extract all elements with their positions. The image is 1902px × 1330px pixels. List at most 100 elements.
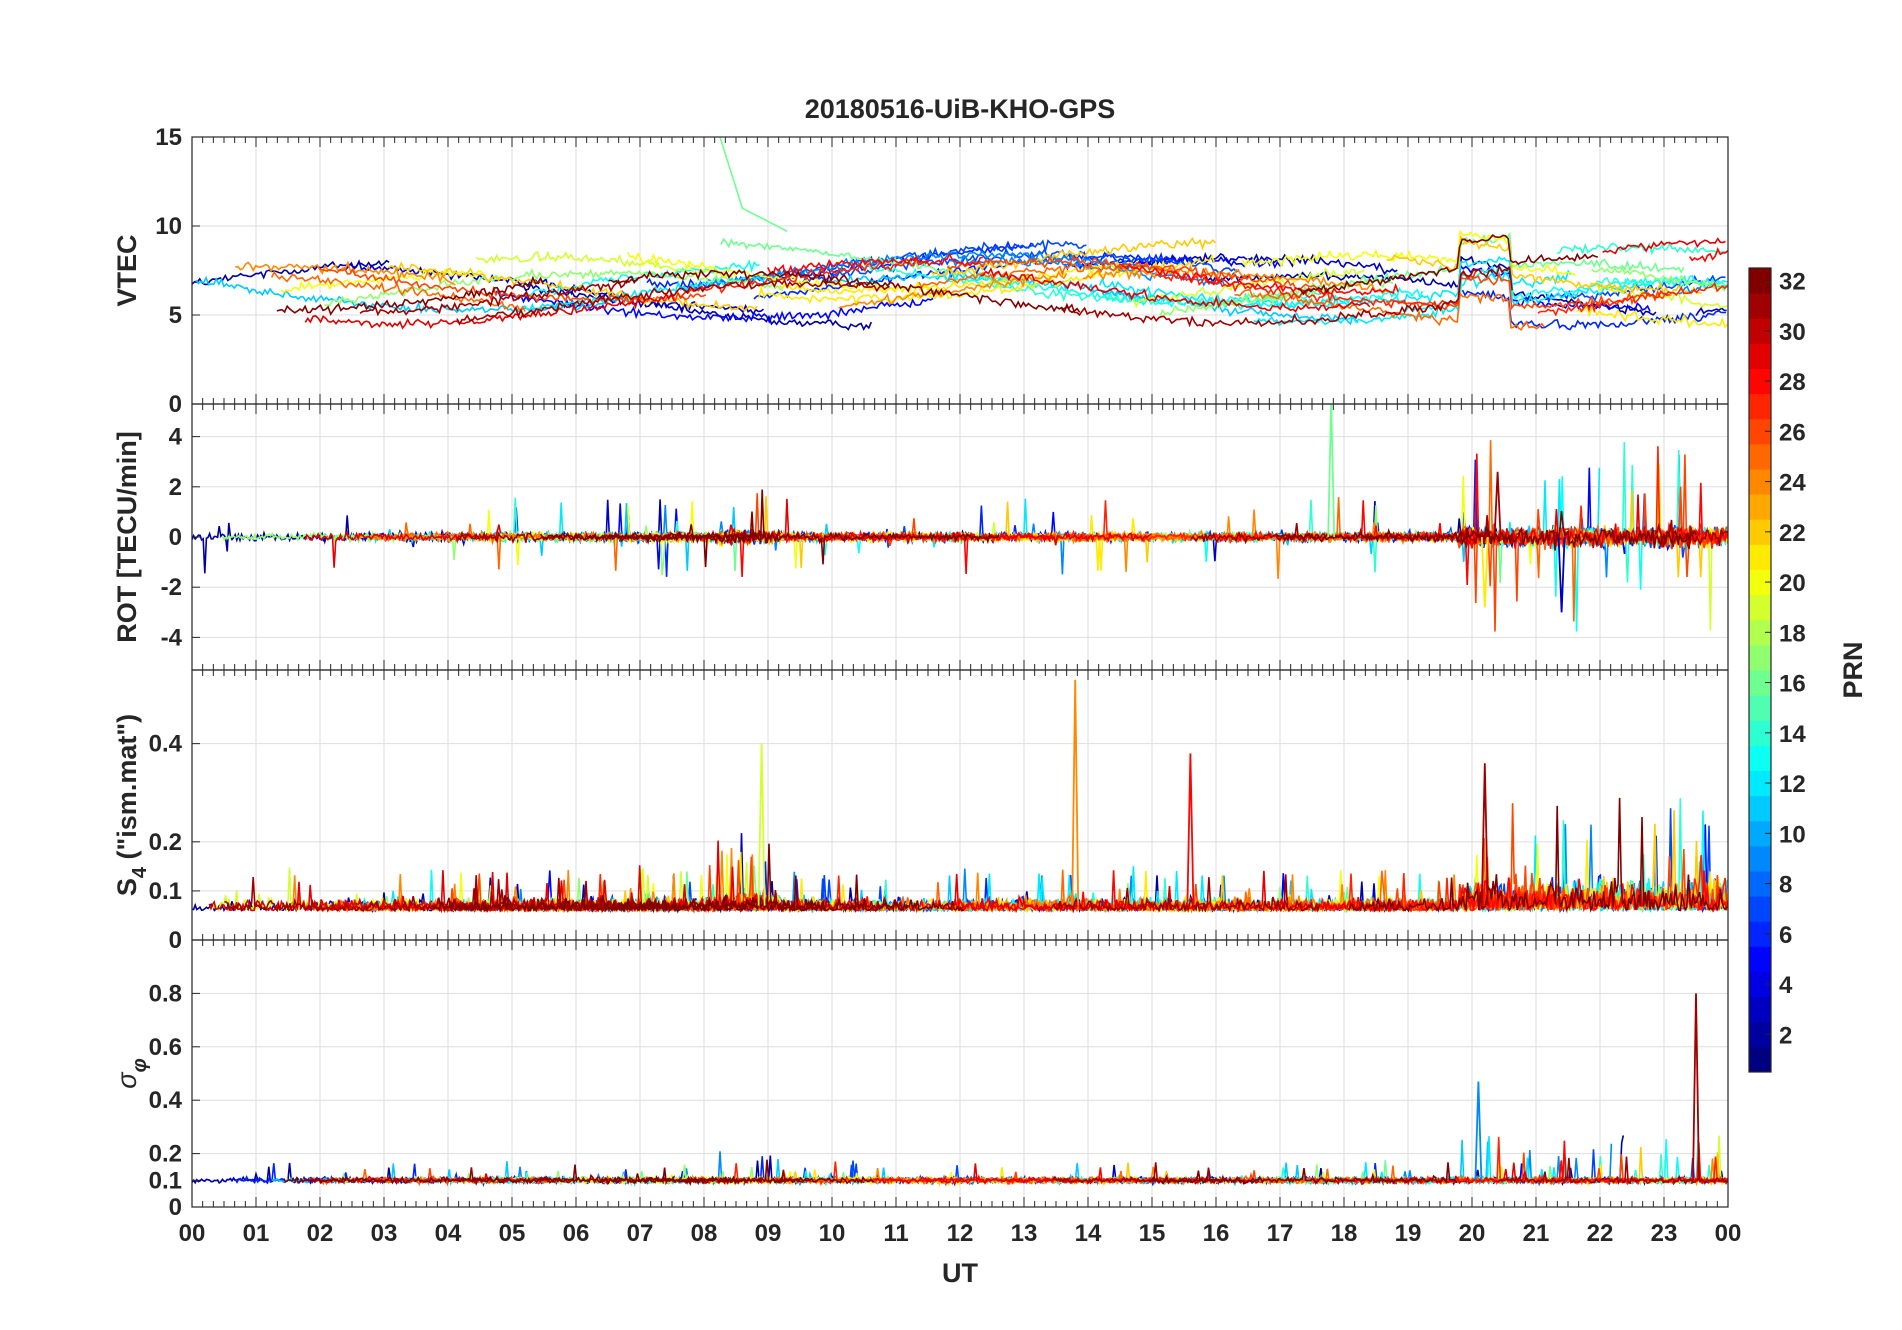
series-prn-32 xyxy=(283,1159,1458,1187)
series-prn-28 xyxy=(766,247,1728,296)
colorbar-tick-label: 30 xyxy=(1779,319,1806,346)
colorbar-swatch xyxy=(1749,770,1771,797)
peak-1 xyxy=(1071,679,1080,906)
colorbar-swatch xyxy=(1749,544,1771,570)
colorbar-swatch xyxy=(1749,519,1771,545)
colorbar-swatch xyxy=(1749,795,1771,822)
colorbar-tick-label: 24 xyxy=(1779,470,1806,497)
colorbar-swatch xyxy=(1749,469,1771,495)
y-tick-label: 10 xyxy=(155,213,182,240)
x-ticks xyxy=(191,137,1729,404)
colorbar-swatch xyxy=(1749,1046,1771,1073)
y-axis-label: VTEC xyxy=(112,234,142,306)
colorbar-swatch xyxy=(1749,569,1771,596)
x-tick-label: 19 xyxy=(1395,1220,1422,1247)
y-tick-label: 0.1 xyxy=(149,1167,182,1194)
x-axis-label: UT xyxy=(942,1258,978,1288)
series-prn-13 xyxy=(752,476,1728,632)
peak-1 xyxy=(1327,404,1336,538)
colorbar-swatch xyxy=(1749,293,1771,319)
chart-title: 20180516-UiB-KHO-GPS xyxy=(805,94,1116,124)
colorbar-swatch xyxy=(1749,318,1771,344)
x-tick-label: 00 xyxy=(1715,1220,1742,1247)
colorbar-tick-label: 12 xyxy=(1779,771,1806,798)
y-tick-label: 2 xyxy=(169,474,182,501)
x-tick-label: 22 xyxy=(1587,1220,1614,1247)
x-ticks xyxy=(191,670,1729,940)
panel-1: 0 5 10 15 VTEC xyxy=(112,124,1729,418)
peak-1 xyxy=(1474,1081,1483,1181)
x-tick-label: 11 xyxy=(883,1220,908,1247)
y-tick-label: 0 xyxy=(169,1194,182,1221)
colorbar-tick-label: 32 xyxy=(1779,269,1806,296)
x-tick-label: 06 xyxy=(563,1220,590,1247)
y-axis-label: σφ xyxy=(112,1058,151,1088)
colorbar-tick-label: 8 xyxy=(1779,872,1792,899)
colorbar-tick-label: 18 xyxy=(1779,620,1806,647)
colorbar-swatch xyxy=(1749,1021,1771,1048)
x-tick-label: 20 xyxy=(1459,1220,1486,1247)
colorbar-swatch xyxy=(1749,996,1771,1023)
x-tick-label: 00 xyxy=(179,1220,206,1247)
x-tick-label: 04 xyxy=(435,1220,462,1247)
peak-2 xyxy=(1692,993,1700,1181)
series-prn-31 xyxy=(224,874,1321,914)
colorbar-swatch xyxy=(1749,268,1771,294)
x-tick-label: 21 xyxy=(1523,1220,1550,1247)
peak-2 xyxy=(757,743,766,906)
y-axis-label: S4 ("ism.mat") xyxy=(112,714,151,896)
y-tick-label: 0 xyxy=(169,391,182,418)
colorbar-swatch xyxy=(1749,845,1771,872)
colorbar-swatch xyxy=(1749,443,1771,470)
series-prn-14 xyxy=(461,441,1728,583)
colorbar-swatch xyxy=(1749,820,1771,847)
y-tick-label: 0.2 xyxy=(149,1141,182,1168)
x-tick-label: 05 xyxy=(499,1220,526,1247)
x-tick-label: 15 xyxy=(1139,1220,1166,1247)
x-tick-label: 13 xyxy=(1011,1220,1038,1247)
series-prn-21 xyxy=(653,463,1728,572)
colorbar-swatch xyxy=(1749,871,1771,897)
y-tick-label: 0.4 xyxy=(149,731,183,758)
y-tick-label: 0.6 xyxy=(149,1034,182,1061)
x-tick-label: 02 xyxy=(307,1220,334,1247)
colorbar-swatch xyxy=(1749,670,1771,696)
colorbar-swatch xyxy=(1749,594,1771,621)
peak-2 xyxy=(1480,536,1489,608)
series-prn-25 xyxy=(371,440,1617,622)
x-tick-label: 14 xyxy=(1075,1220,1102,1247)
series-prn-25 xyxy=(270,261,1545,331)
y-tick-label: 0.1 xyxy=(149,878,182,905)
y-tick-label: 0 xyxy=(169,524,182,551)
colorbar-swatch xyxy=(1749,695,1771,721)
y-tick-label: -2 xyxy=(161,574,182,601)
colorbar-tick-label: 20 xyxy=(1779,570,1806,597)
x-tick-label: 16 xyxy=(1203,1220,1230,1247)
y-tick-label: 4 xyxy=(169,424,183,451)
y-tick-label: -4 xyxy=(161,624,183,651)
panel-2: -4 -2 0 2 4 ROT [TECU/min] xyxy=(112,403,1729,671)
colorbar-tick-label: 14 xyxy=(1779,721,1806,748)
colorbar-tick-label: 22 xyxy=(1779,520,1806,547)
colorbar-label: PRN xyxy=(1838,641,1868,698)
x-tick-labels: 00 01 02 03 04 05 06 07 08 09 10 11 12 13 14 15 16 17 18 19… xyxy=(179,1220,1742,1247)
colorbar-tick-label: 4 xyxy=(1779,972,1793,999)
colorbar-tick-label: 16 xyxy=(1779,671,1806,698)
colorbar-swatch xyxy=(1749,720,1771,746)
colorbar-swatch xyxy=(1749,368,1771,395)
vtec-trace-start xyxy=(719,137,788,233)
y-tick-label: 0.2 xyxy=(149,829,182,856)
series-prn-32 xyxy=(431,797,1728,914)
colorbar-tick-label: 2 xyxy=(1779,1022,1792,1049)
x-tick-label: 17 xyxy=(1267,1220,1294,1247)
x-tick-label: 18 xyxy=(1331,1220,1358,1247)
colorbar-swatch xyxy=(1749,494,1771,520)
x-tick-label: 12 xyxy=(947,1220,974,1247)
x-tick-label: 09 xyxy=(755,1220,782,1247)
colorbar-swatch xyxy=(1749,946,1771,972)
series-prn-31 xyxy=(359,264,1513,328)
series-prn-32 xyxy=(276,234,1599,316)
colorbar-tick-label: 28 xyxy=(1779,369,1806,396)
colorbar-swatch xyxy=(1749,393,1771,420)
